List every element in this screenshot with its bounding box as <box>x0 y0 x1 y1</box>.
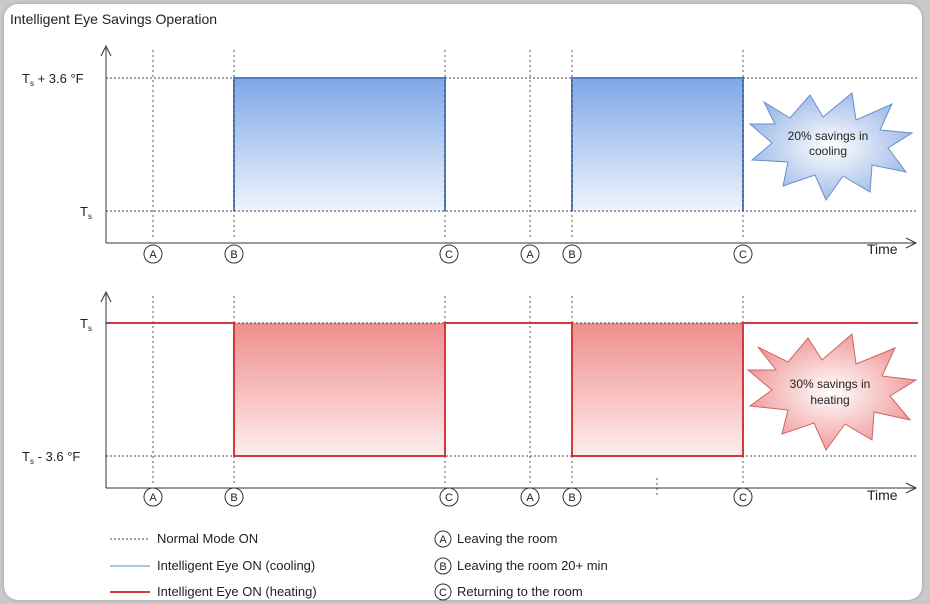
svg-text:B: B <box>568 492 575 504</box>
legend-cooling-label: Intelligent Eye ON (cooling) <box>157 558 315 573</box>
legend-a-label: Leaving the room <box>457 531 557 546</box>
svg-text:A: A <box>149 492 157 504</box>
cooling-y-arrow <box>100 44 112 57</box>
heating-x-arrow <box>905 482 918 494</box>
heating-region-2 <box>572 323 743 456</box>
heating-x-axis-label: Time <box>867 487 898 503</box>
marker-circle: B <box>224 487 244 507</box>
legend-b-label: Leaving the room 20+ min <box>457 558 608 573</box>
heating-chart: Ts Ts - 3.6 °F Time A B C A B C 30% savi… <box>22 290 918 507</box>
heating-ylabel-top: Ts <box>80 316 92 333</box>
heating-savings-callout: 30% savings in heating <box>746 333 918 451</box>
cooling-ylabel-top: Ts + 3.6 °F <box>22 71 84 88</box>
heating-callout-line2: heating <box>810 393 849 407</box>
svg-text:C: C <box>739 492 747 504</box>
legend-normal-label: Normal Mode ON <box>157 531 258 546</box>
cooling-savings-callout: 20% savings in cooling <box>748 92 914 202</box>
marker-circle: C <box>733 487 753 507</box>
heating-callout-line1: 30% savings in <box>790 377 871 391</box>
heating-burst-shape <box>746 333 918 451</box>
marker-circle: C <box>733 244 753 264</box>
legend-a-symbol: A <box>439 534 447 546</box>
legend: Normal Mode ON Intelligent Eye ON (cooli… <box>110 530 608 601</box>
marker-circle: C <box>439 487 459 507</box>
cooling-x-axis-label: Time <box>867 241 898 257</box>
cooling-region-2 <box>572 78 743 211</box>
legend-b-symbol: B <box>439 561 446 573</box>
marker-circle: B <box>224 244 244 264</box>
legend-c-label: Returning to the room <box>457 584 583 599</box>
svg-text:C: C <box>739 249 747 261</box>
legend-b-circle <box>434 557 452 575</box>
marker-circle: A <box>520 487 540 507</box>
svg-text:A: A <box>526 249 534 261</box>
svg-text:A: A <box>526 492 534 504</box>
cooling-callout-line1: 20% savings in <box>788 129 869 143</box>
cooling-burst-shape <box>748 92 914 202</box>
legend-heating-label: Intelligent Eye ON (heating) <box>157 584 317 599</box>
heating-y-arrow <box>100 290 112 303</box>
legend-c-circle <box>434 583 452 601</box>
diagram-title: Intelligent Eye Savings Operation <box>10 11 218 27</box>
svg-text:B: B <box>568 249 575 261</box>
cooling-signal-1 <box>233 77 446 211</box>
marker-circle: A <box>143 244 163 264</box>
svg-text:B: B <box>230 492 237 504</box>
legend-a-circle <box>434 530 452 548</box>
heating-signal <box>106 322 918 457</box>
cooling-markers: A B C A B C <box>143 244 753 264</box>
marker-circle: B <box>562 244 582 264</box>
marker-circle: A <box>520 244 540 264</box>
cooling-signal-2 <box>571 77 744 211</box>
marker-circle: A <box>143 487 163 507</box>
cooling-ylabel-bottom: Ts <box>80 204 92 221</box>
legend-c-symbol: C <box>439 587 447 599</box>
heating-ylabel-bottom: Ts - 3.6 °F <box>22 449 80 466</box>
svg-text:C: C <box>445 492 453 504</box>
cooling-chart: Ts + 3.6 °F Ts Time A B C A B C 20% savi… <box>22 44 918 264</box>
cooling-region-1 <box>234 78 445 211</box>
heating-region-1 <box>234 323 445 456</box>
marker-circle: B <box>562 487 582 507</box>
heating-markers: A B C A B C <box>143 487 753 507</box>
cooling-x-arrow <box>905 237 918 249</box>
svg-text:B: B <box>230 249 237 261</box>
svg-text:A: A <box>149 249 157 261</box>
marker-circle: C <box>439 244 459 264</box>
cooling-callout-line2: cooling <box>809 144 847 158</box>
svg-text:C: C <box>445 249 453 261</box>
